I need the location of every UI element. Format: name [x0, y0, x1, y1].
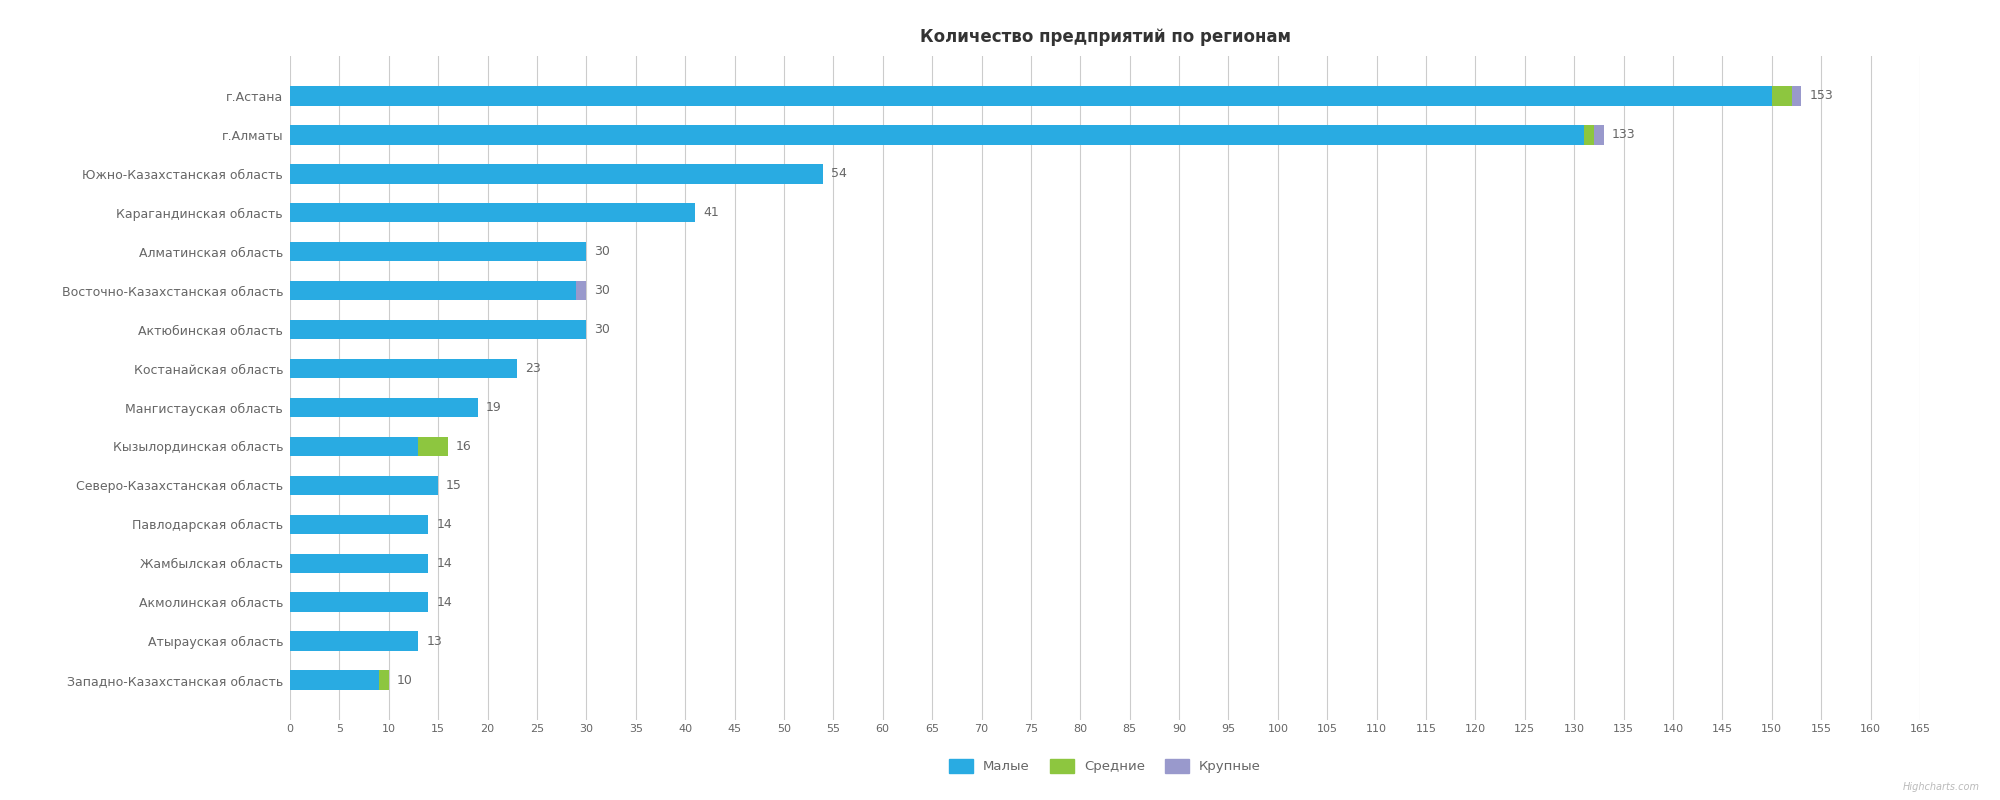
Text: 14: 14: [436, 518, 452, 531]
Text: 10: 10: [396, 674, 412, 686]
Bar: [290, 320, 586, 339]
Bar: [290, 670, 378, 690]
Bar: [290, 554, 428, 573]
Bar: [290, 86, 1772, 106]
Bar: [290, 398, 478, 418]
Bar: [290, 164, 824, 183]
Bar: [290, 358, 518, 378]
Text: Highcharts.com: Highcharts.com: [1904, 782, 1980, 792]
Bar: [1772, 86, 1792, 106]
Text: 30: 30: [594, 245, 610, 258]
Bar: [378, 670, 388, 690]
Bar: [418, 437, 448, 456]
Bar: [290, 514, 428, 534]
Text: 14: 14: [436, 596, 452, 609]
Text: 19: 19: [486, 401, 502, 414]
Bar: [290, 242, 586, 262]
Legend: Малые, Средние, Крупные: Малые, Средние, Крупные: [942, 752, 1268, 780]
Title: Количество предприятий по регионам: Количество предприятий по регионам: [920, 28, 1290, 46]
Text: 16: 16: [456, 440, 472, 453]
Bar: [290, 281, 576, 300]
Bar: [1594, 125, 1604, 145]
Text: 30: 30: [594, 284, 610, 297]
Bar: [290, 437, 418, 456]
Text: 30: 30: [594, 323, 610, 336]
Text: 153: 153: [1810, 90, 1834, 102]
Text: 14: 14: [436, 557, 452, 570]
Text: 15: 15: [446, 479, 462, 492]
Bar: [290, 203, 696, 222]
Text: 23: 23: [526, 362, 540, 375]
Bar: [290, 476, 438, 495]
Text: 13: 13: [426, 634, 442, 648]
Bar: [290, 593, 428, 612]
Bar: [290, 631, 418, 651]
Bar: [1792, 86, 1802, 106]
Bar: [1584, 125, 1594, 145]
Bar: [576, 281, 586, 300]
Text: 41: 41: [702, 206, 718, 219]
Text: 133: 133: [1612, 128, 1636, 142]
Bar: [290, 125, 1584, 145]
Text: 54: 54: [832, 167, 848, 180]
